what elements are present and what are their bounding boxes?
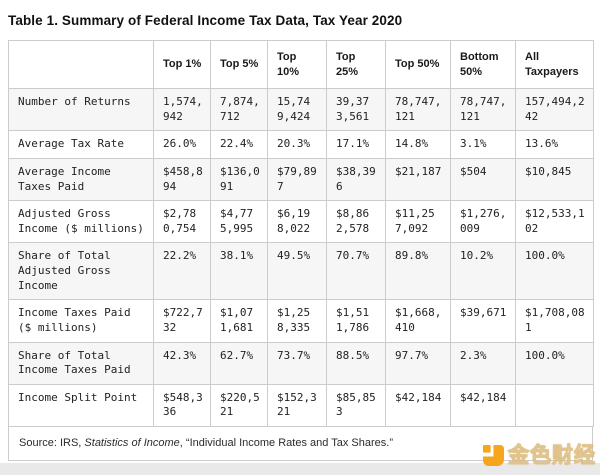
row-label: Average Tax Rate bbox=[8, 130, 154, 159]
table-cell: 157,494,242 bbox=[515, 87, 594, 132]
table-cell: 7,874,712 bbox=[210, 87, 268, 132]
table-cell: 13.6% bbox=[515, 130, 594, 159]
table-cell: $1,276,009 bbox=[450, 200, 516, 244]
table-cell: $1,668,410 bbox=[385, 299, 451, 343]
table-cell: $1,071,681 bbox=[210, 299, 268, 343]
table-cell: 2.3% bbox=[450, 341, 516, 385]
row-label: Average Income Taxes Paid bbox=[8, 157, 154, 202]
table-cell: $11,257,092 bbox=[385, 200, 451, 244]
table-cell: 78,747,121 bbox=[385, 87, 451, 132]
source-prefix: Source: IRS, bbox=[19, 437, 85, 449]
table-cell: $1,258,335 bbox=[267, 299, 327, 343]
table-cell: 78,747,121 bbox=[450, 87, 516, 132]
row-label-header bbox=[8, 40, 154, 89]
table-row: Average Income Taxes Paid $458,894 $136,09… bbox=[8, 157, 594, 202]
table-cell: 22.2% bbox=[153, 242, 211, 301]
table-cell: $136,091 bbox=[210, 157, 268, 202]
jinse-finance-logo-icon bbox=[482, 444, 505, 467]
table-cell: $504 bbox=[450, 157, 516, 202]
source-publication: Statistics of Income bbox=[84, 437, 180, 449]
table-cell: $12,533,102 bbox=[515, 200, 594, 244]
header-row: Top 1% Top 5% Top 10% Top 25% Top 50% Bottom … bbox=[8, 40, 594, 89]
table-container: Top 1% Top 5% Top 10% Top 25% Top 50% Bottom … bbox=[8, 40, 594, 461]
table-header: Top 1% Top 5% Top 10% Top 25% Top 50% Bottom … bbox=[8, 40, 594, 89]
column-header: All Taxpayers bbox=[515, 40, 594, 89]
table-cell: $8,862,578 bbox=[326, 200, 386, 244]
column-header: Bottom 50% bbox=[450, 40, 516, 89]
page-bottom-strip bbox=[0, 463, 600, 475]
column-header: Top 10% bbox=[267, 40, 327, 89]
table-row: Adjusted Gross Income ($ millions) $2,780… bbox=[8, 200, 594, 244]
source-suffix: , “Individual Income Rates and Tax Share… bbox=[179, 437, 393, 449]
table-row: Share of Total Adjusted Gross Income 22.2… bbox=[8, 242, 594, 301]
table-cell: $1,511,786 bbox=[326, 299, 386, 343]
table-cell: 22.4% bbox=[210, 130, 268, 159]
table-cell: $458,894 bbox=[153, 157, 211, 202]
table-cell: 20.3% bbox=[267, 130, 327, 159]
table-cell: $38,396 bbox=[326, 157, 386, 202]
table-row: Number of Returns 1,574,942 7,874,712 15,74… bbox=[8, 87, 594, 132]
table-cell: $2,780,754 bbox=[153, 200, 211, 244]
table-row: Income Split Point $548,336 $220,521 $152,3… bbox=[8, 383, 594, 428]
table-cell: 42.3% bbox=[153, 341, 211, 385]
table-cell: 17.1% bbox=[326, 130, 386, 159]
table-cell: $4,775,995 bbox=[210, 200, 268, 244]
table-cell: 70.7% bbox=[326, 242, 386, 301]
table-cell: 26.0% bbox=[153, 130, 211, 159]
source-note: Source: IRS, Statistics of Income, “Indi… bbox=[8, 427, 593, 461]
tax-data-table: Top 1% Top 5% Top 10% Top 25% Top 50% Bottom … bbox=[8, 40, 594, 428]
table-body: Number of Returns 1,574,942 7,874,712 15,74… bbox=[8, 87, 594, 428]
table-cell: 88.5% bbox=[326, 341, 386, 385]
table-cell: 15,749,424 bbox=[267, 87, 327, 132]
row-label: Share of Total Income Taxes Paid bbox=[8, 341, 154, 385]
table-cell: $10,845 bbox=[515, 157, 594, 202]
table-cell: $6,198,022 bbox=[267, 200, 327, 244]
table-cell: 89.8% bbox=[385, 242, 451, 301]
column-header: Top 25% bbox=[326, 40, 386, 89]
table-cell: 49.5% bbox=[267, 242, 327, 301]
table-cell: $39,671 bbox=[450, 299, 516, 343]
table-cell: $220,521 bbox=[210, 383, 268, 428]
table-title: Table 1. Summary of Federal Income Tax D… bbox=[8, 13, 403, 28]
table-cell: $548,336 bbox=[153, 383, 211, 428]
table-cell: $21,187 bbox=[385, 157, 451, 202]
table-cell: 38.1% bbox=[210, 242, 268, 301]
column-header: Top 1% bbox=[153, 40, 211, 89]
table-cell bbox=[515, 383, 594, 428]
table-cell: 3.1% bbox=[450, 130, 516, 159]
column-header: Top 50% bbox=[385, 40, 451, 89]
jinse-finance-watermark: 金色财经 bbox=[482, 444, 596, 467]
column-header: Top 5% bbox=[210, 40, 268, 89]
table-cell: $85,853 bbox=[326, 383, 386, 428]
table-cell: $42,184 bbox=[385, 383, 451, 428]
table-cell: $1,708,081 bbox=[515, 299, 594, 343]
table-cell: 14.8% bbox=[385, 130, 451, 159]
row-label: Adjusted Gross Income ($ millions) bbox=[8, 200, 154, 244]
table-cell: 97.7% bbox=[385, 341, 451, 385]
table-row: Income Taxes Paid ($ millions) $722,732 $1… bbox=[8, 299, 594, 343]
watermark-brand-text: 金色财经 bbox=[508, 444, 596, 467]
table-cell: 62.7% bbox=[210, 341, 268, 385]
table-cell: 10.2% bbox=[450, 242, 516, 301]
table-row: Average Tax Rate 26.0% 22.4% 20.3% 17.1% 14.8… bbox=[8, 130, 594, 159]
row-label: Number of Returns bbox=[8, 87, 154, 132]
table-cell: 100.0% bbox=[515, 341, 594, 385]
table-cell: 39,373,561 bbox=[326, 87, 386, 132]
table-row: Share of Total Income Taxes Paid 42.3% 62.… bbox=[8, 341, 594, 385]
row-label: Share of Total Adjusted Gross Income bbox=[8, 242, 154, 301]
table-cell: 100.0% bbox=[515, 242, 594, 301]
table-cell: $152,321 bbox=[267, 383, 327, 428]
table-cell: 73.7% bbox=[267, 341, 327, 385]
table-cell: $722,732 bbox=[153, 299, 211, 343]
row-label: Income Taxes Paid ($ millions) bbox=[8, 299, 154, 343]
table-cell: $42,184 bbox=[450, 383, 516, 428]
table-cell: 1,574,942 bbox=[153, 87, 211, 132]
table-cell: $79,897 bbox=[267, 157, 327, 202]
row-label: Income Split Point bbox=[8, 383, 154, 428]
